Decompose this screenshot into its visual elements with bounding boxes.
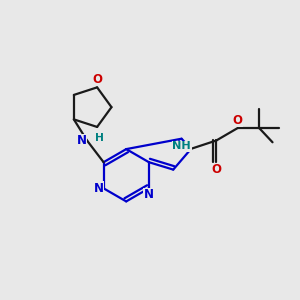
Text: N: N <box>144 188 154 201</box>
Text: O: O <box>211 164 221 176</box>
Text: N: N <box>94 182 103 195</box>
Text: O: O <box>92 73 102 86</box>
Text: N: N <box>76 134 87 147</box>
Text: O: O <box>233 113 243 127</box>
Text: NH: NH <box>172 141 191 151</box>
Text: H: H <box>95 134 103 143</box>
